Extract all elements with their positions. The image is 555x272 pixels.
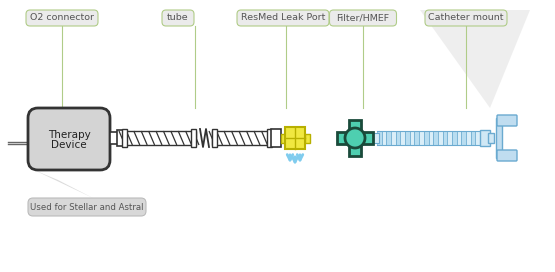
Bar	[488, 133, 494, 143]
Text: Filter/HMEF: Filter/HMEF	[336, 14, 390, 23]
Bar	[442, 131, 447, 145]
Bar	[415, 131, 419, 145]
Text: O2 connector: O2 connector	[30, 14, 94, 23]
Bar	[285, 127, 305, 149]
FancyBboxPatch shape	[497, 115, 517, 126]
Bar	[122, 129, 127, 147]
FancyBboxPatch shape	[425, 10, 507, 26]
Bar	[212, 129, 217, 147]
Text: Catheter mount: Catheter mount	[428, 14, 504, 23]
Bar	[447, 131, 452, 145]
Circle shape	[345, 128, 365, 148]
Bar	[191, 129, 196, 147]
Text: Device: Device	[51, 140, 87, 150]
Bar	[281, 134, 286, 143]
Polygon shape	[337, 120, 373, 156]
Bar	[267, 129, 272, 147]
Bar	[475, 131, 480, 145]
Bar	[419, 131, 424, 145]
Polygon shape	[34, 170, 93, 198]
Bar	[457, 131, 461, 145]
Text: Used for Stellar and Astral: Used for Stellar and Astral	[31, 202, 144, 212]
Bar	[382, 131, 386, 145]
Bar	[117, 130, 123, 146]
FancyBboxPatch shape	[497, 150, 517, 161]
Bar	[373, 133, 379, 143]
Bar	[433, 131, 438, 145]
Polygon shape	[420, 10, 530, 108]
FancyBboxPatch shape	[28, 108, 110, 170]
Bar	[391, 131, 396, 145]
Bar	[452, 131, 457, 145]
FancyBboxPatch shape	[162, 10, 194, 26]
Bar	[461, 131, 466, 145]
Bar	[377, 131, 382, 145]
Bar	[428, 131, 433, 145]
FancyBboxPatch shape	[330, 10, 396, 26]
Bar	[438, 131, 442, 145]
Bar	[305, 134, 310, 143]
Bar	[480, 130, 490, 146]
Bar	[271, 129, 281, 147]
Text: tube: tube	[167, 14, 189, 23]
Bar	[122, 131, 196, 145]
Bar	[110, 132, 118, 144]
Text: ResMed Leak Port: ResMed Leak Port	[241, 14, 325, 23]
Bar	[410, 131, 415, 145]
Bar	[400, 131, 405, 145]
Bar	[386, 131, 391, 145]
Bar	[424, 131, 428, 145]
Bar	[396, 131, 400, 145]
FancyBboxPatch shape	[26, 10, 98, 26]
Bar	[212, 131, 272, 145]
Text: Therapy: Therapy	[48, 130, 90, 140]
FancyBboxPatch shape	[237, 10, 329, 26]
Bar	[466, 131, 471, 145]
Bar	[405, 131, 410, 145]
Bar	[471, 131, 475, 145]
Bar	[496, 118, 502, 158]
FancyBboxPatch shape	[28, 198, 146, 216]
